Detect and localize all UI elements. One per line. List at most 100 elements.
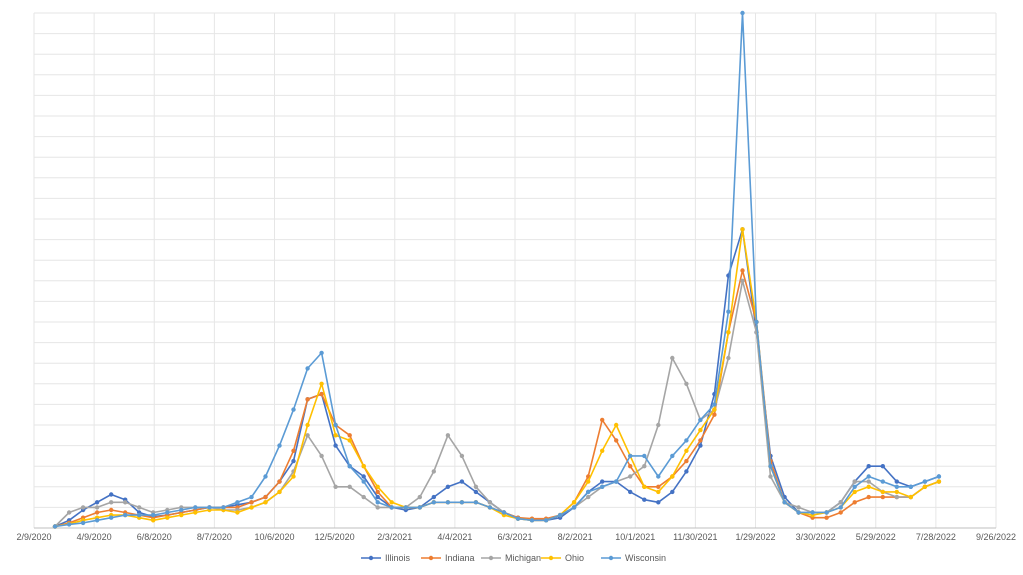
data-point bbox=[796, 510, 801, 515]
x-axis-tick-labels: 2/9/2020 4/9/2020 6/8/2020 8/7/2020 10/6/202… bbox=[16, 532, 1016, 542]
legend-item-wisconsin: Wisconsin bbox=[601, 553, 666, 563]
data-point bbox=[305, 366, 310, 371]
data-point bbox=[628, 453, 633, 459]
data-point bbox=[291, 458, 296, 464]
legend-label: Wisconsin bbox=[625, 553, 666, 563]
x-tick-label: 4/4/2021 bbox=[437, 532, 472, 542]
data-point bbox=[501, 510, 507, 515]
legend-item-indiana: Indiana bbox=[421, 553, 475, 563]
x-tick-label: 7/28/2022 bbox=[916, 532, 956, 542]
data-point bbox=[684, 438, 689, 443]
data-point bbox=[768, 464, 773, 469]
data-point bbox=[347, 433, 352, 438]
data-point bbox=[656, 422, 661, 428]
data-point bbox=[94, 500, 100, 505]
data-point bbox=[614, 479, 619, 484]
data-point bbox=[922, 484, 928, 489]
data-point bbox=[642, 484, 647, 489]
data-point bbox=[319, 453, 324, 459]
data-point bbox=[684, 381, 689, 386]
x-tick-label: 5/29/2022 bbox=[856, 532, 896, 542]
data-point bbox=[880, 479, 885, 484]
data-point bbox=[726, 355, 731, 361]
data-point bbox=[347, 438, 352, 443]
data-point bbox=[445, 433, 451, 438]
data-point bbox=[207, 505, 212, 510]
data-point bbox=[838, 510, 843, 515]
data-point bbox=[319, 391, 324, 397]
data-point bbox=[656, 489, 661, 495]
data-point bbox=[712, 407, 717, 412]
data-point bbox=[740, 278, 745, 283]
x-tick-label: 6/8/2020 bbox=[137, 532, 172, 542]
data-point bbox=[586, 479, 591, 484]
data-point bbox=[123, 500, 128, 505]
data-point bbox=[151, 518, 156, 523]
x-tick-label: 10/6/2020 bbox=[254, 532, 294, 542]
data-point bbox=[600, 417, 605, 423]
data-point bbox=[375, 484, 380, 489]
data-point bbox=[277, 489, 282, 495]
x-tick-label: 10/1/2021 bbox=[615, 532, 655, 542]
data-point bbox=[852, 500, 857, 505]
data-point bbox=[291, 407, 296, 412]
data-point bbox=[557, 512, 563, 518]
x-tick-label: 12/5/2020 bbox=[315, 532, 355, 542]
data-point bbox=[137, 512, 142, 518]
legend: Illinois Indiana Michigan Ohio Wisconsin bbox=[361, 553, 666, 563]
data-point bbox=[109, 515, 114, 520]
data-point bbox=[333, 433, 338, 438]
data-point bbox=[936, 474, 942, 479]
legend-marker bbox=[548, 555, 554, 561]
data-point bbox=[431, 494, 436, 500]
data-point bbox=[866, 484, 871, 489]
data-point bbox=[291, 474, 296, 479]
data-point bbox=[291, 448, 296, 453]
data-point bbox=[768, 474, 773, 479]
data-point bbox=[698, 443, 703, 448]
data-point bbox=[193, 505, 198, 510]
data-point bbox=[712, 412, 717, 417]
data-point bbox=[712, 402, 717, 407]
data-point bbox=[670, 474, 675, 479]
data-point bbox=[684, 458, 689, 464]
data-point bbox=[347, 464, 352, 469]
data-point bbox=[824, 510, 829, 515]
data-point bbox=[642, 497, 647, 502]
data-point bbox=[571, 505, 577, 510]
data-point bbox=[389, 500, 394, 505]
x-tick-label: 2/3/2021 bbox=[377, 532, 412, 542]
legend-label: Ohio bbox=[565, 553, 584, 563]
data-point bbox=[529, 518, 535, 523]
data-point bbox=[445, 484, 451, 489]
data-point bbox=[838, 505, 843, 510]
data-point bbox=[600, 484, 605, 489]
legend-item-illinois: Illinois bbox=[361, 553, 411, 563]
data-point bbox=[656, 474, 661, 479]
x-tick-label: 9/26/2022 bbox=[976, 532, 1016, 542]
data-point bbox=[852, 489, 857, 495]
data-point bbox=[80, 505, 86, 510]
data-point bbox=[838, 500, 843, 505]
legend-label: Illinois bbox=[385, 553, 411, 563]
data-point bbox=[656, 484, 661, 489]
data-point bbox=[698, 427, 703, 433]
data-point bbox=[417, 505, 422, 510]
data-point bbox=[628, 464, 633, 469]
data-point bbox=[487, 505, 493, 510]
data-point bbox=[179, 507, 184, 513]
data-point bbox=[375, 505, 380, 510]
data-point bbox=[740, 10, 745, 16]
legend-label: Indiana bbox=[445, 553, 475, 563]
data-point bbox=[361, 474, 366, 479]
data-point bbox=[670, 355, 675, 361]
data-point bbox=[936, 479, 942, 484]
data-point bbox=[656, 500, 661, 505]
legend-marker bbox=[368, 555, 374, 561]
data-point bbox=[94, 505, 100, 510]
data-point bbox=[109, 507, 114, 513]
data-point bbox=[347, 484, 352, 489]
x-tick-label: 8/2/2021 bbox=[558, 532, 593, 542]
data-point bbox=[277, 479, 282, 484]
